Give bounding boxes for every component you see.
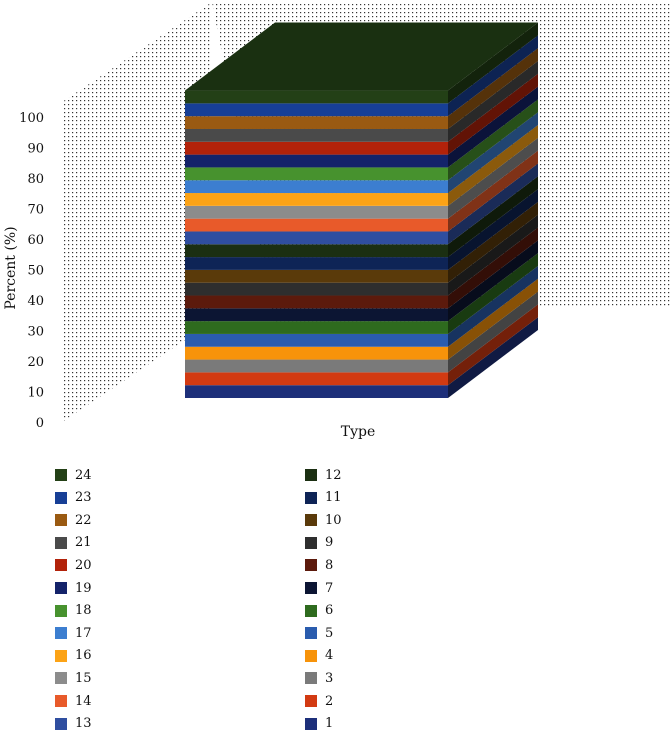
segment-side [448, 99, 538, 181]
segment-front [185, 128, 448, 142]
segment-side [448, 35, 538, 117]
segment-front [185, 193, 448, 206]
bar-segment-14 [185, 150, 538, 232]
segment-side [448, 227, 538, 309]
segment-front [185, 244, 448, 258]
segment-front [185, 269, 448, 283]
segment-side [448, 278, 538, 360]
segment-side [448, 291, 538, 373]
bar-segment-4 [185, 278, 538, 360]
bar-segment-12 [185, 176, 538, 258]
segment-front [185, 103, 448, 117]
bar-segment-19 [185, 86, 538, 168]
bar-segment-8 [185, 227, 538, 309]
segment-front [185, 346, 448, 360]
segment-front [185, 205, 448, 219]
segment-front [185, 385, 448, 398]
segment-front [185, 141, 448, 155]
segment-side [448, 189, 538, 270]
segment-side [448, 73, 538, 155]
segment-side [448, 214, 538, 296]
segment-front [185, 154, 448, 168]
segment-side [448, 112, 538, 194]
cube-top [185, 22, 538, 91]
bar-segment-11 [185, 189, 538, 270]
segment-side [448, 304, 538, 386]
segment-front [185, 167, 448, 181]
bar-segment-10 [185, 201, 538, 283]
y-tick-label: 30 [27, 325, 44, 340]
segment-side [448, 86, 538, 168]
segment-side [448, 22, 538, 104]
segment-front [185, 90, 448, 104]
segment-front [185, 333, 448, 347]
segment-side [448, 176, 538, 258]
bar-segment-18 [185, 99, 538, 181]
bar-segment-15 [185, 137, 538, 219]
segment-side [448, 137, 538, 219]
bar-segment-22 [185, 48, 538, 129]
bar-segment-3 [185, 291, 538, 373]
segment-front [185, 282, 448, 296]
segment-front [185, 321, 448, 334]
y-tick-label: 60 [27, 233, 44, 248]
bar-segment-13 [185, 163, 538, 245]
bar-segment-23 [185, 35, 538, 117]
segment-front [185, 218, 448, 232]
y-tick-label: 80 [27, 172, 44, 187]
segment-side [448, 253, 538, 334]
segment-side [448, 201, 538, 283]
bar-segment-1 [185, 317, 538, 398]
bar-segment-20 [185, 73, 538, 155]
y-tick-label: 20 [27, 355, 44, 370]
segment-side [448, 265, 538, 347]
segment-side [448, 48, 538, 129]
segment-front [185, 295, 448, 309]
bar-segment-24 [185, 22, 538, 104]
bar-segment-2 [185, 304, 538, 386]
bar-segment-6 [185, 253, 538, 334]
segment-front [185, 372, 448, 386]
y-tick-label: 50 [27, 264, 44, 279]
y-tick-label: 40 [27, 294, 44, 309]
bar-segment-16 [185, 125, 538, 206]
bar-segment-21 [185, 60, 538, 142]
segment-side [448, 60, 538, 142]
bar-segment-9 [185, 214, 538, 296]
y-tick-label: 100 [19, 111, 44, 126]
segment-front [185, 231, 448, 245]
segment-side [448, 163, 538, 245]
x-axis-title: Type [341, 424, 376, 440]
y-tick-label: 70 [27, 203, 44, 218]
segment-front [185, 257, 448, 270]
segment-front [185, 116, 448, 129]
bar-segment-17 [185, 112, 538, 194]
left-grid-wall [62, 2, 212, 422]
segment-side [448, 240, 538, 322]
segment-front [185, 308, 448, 322]
segment-front [185, 359, 448, 373]
y-axis-title: Percent (%) [3, 226, 19, 309]
segment-side [448, 125, 538, 206]
bar-segment-5 [185, 265, 538, 347]
segment-side [448, 317, 538, 398]
y-tick-label: 10 [27, 386, 44, 401]
segment-front [185, 180, 448, 194]
bar-segment-7 [185, 240, 538, 322]
y-axis: 0 10 20 30 40 50 60 70 80 90 100 [19, 111, 44, 431]
segment-side [448, 150, 538, 232]
y-tick-label: 0 [36, 416, 44, 431]
y-tick-label: 90 [27, 142, 44, 157]
stacked-cube [185, 22, 538, 398]
